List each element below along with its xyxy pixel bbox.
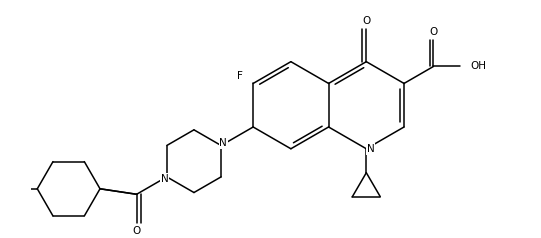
Text: O: O	[362, 16, 371, 26]
Text: N: N	[367, 144, 374, 154]
Text: N: N	[161, 174, 168, 184]
Text: O: O	[430, 27, 438, 38]
Text: F: F	[237, 71, 243, 81]
Text: N: N	[220, 138, 227, 148]
Text: OH: OH	[471, 61, 486, 71]
Text: O: O	[133, 226, 141, 236]
